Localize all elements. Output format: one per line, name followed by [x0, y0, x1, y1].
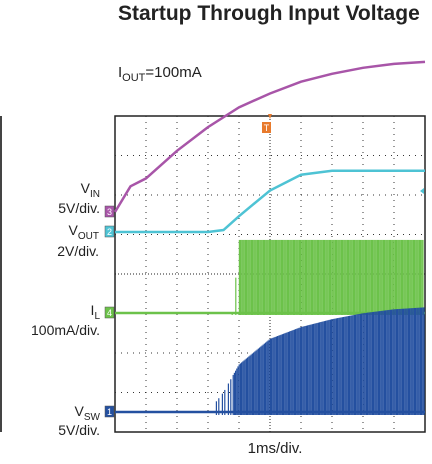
vout-ref-arrow	[420, 188, 424, 194]
channel-3-marker	[104, 205, 115, 218]
left-border	[0, 116, 2, 432]
trigger-marker	[262, 122, 271, 133]
vsw-name-label: VSW	[74, 403, 100, 423]
vin-name-label: VIN	[80, 180, 100, 200]
subtitle-value: =100mA	[145, 64, 202, 81]
vout-scale-label: 2V/div.	[57, 243, 99, 259]
trigger-marker-label: T	[264, 123, 270, 133]
channel-3-marker-label: 3	[107, 207, 112, 217]
channel-1-marker	[104, 405, 115, 418]
series-vin-line	[113, 60, 426, 213]
vout-name-label: VOUT	[68, 222, 99, 242]
chart-title: Startup Through Input Voltage	[118, 2, 420, 25]
trigger-arrow	[268, 114, 272, 119]
chart-subtitle: IOUT=100mA	[118, 64, 202, 84]
channel-4-marker-label: 4	[107, 308, 112, 318]
vin-scale-label: 5V/div.	[58, 200, 100, 216]
series-vout-line	[115, 169, 425, 234]
subtitle-sub: OUT	[122, 72, 146, 84]
channel-2-marker-label: 2	[107, 227, 112, 237]
subtitle-prefix: I	[118, 64, 123, 81]
il-scale-label: 100mA/div.	[31, 322, 100, 338]
timebase-label: 1ms/div.	[247, 440, 303, 457]
il-name-label: IL	[90, 302, 100, 322]
channel-4-marker	[104, 306, 115, 319]
channel-1-marker-label: 1	[107, 407, 112, 417]
channel-2-marker	[104, 225, 115, 238]
vsw-scale-label: 5V/div.	[58, 422, 100, 438]
